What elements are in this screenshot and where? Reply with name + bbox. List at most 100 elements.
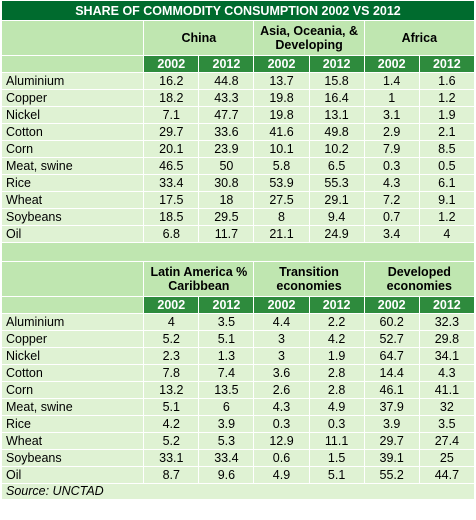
table-row: Meat, swine 46.5 50 5.8 6.5 0.3 0.5: [0, 157, 476, 175]
table-row: Wheat 5.2 5.3 12.9 11.1 29.7 27.4: [0, 432, 476, 450]
value-cell: 16.2: [143, 72, 200, 90]
region-header: Asia, Oceania, & Developing: [253, 20, 365, 56]
commodity-label: Aluminium: [0, 72, 145, 90]
value-cell: 1.9: [418, 106, 476, 124]
commodity-label: Soybeans: [0, 449, 145, 467]
value-cell: 32.3: [418, 313, 476, 331]
value-cell: 4: [418, 225, 476, 243]
table-row: Cotton 7.8 7.4 3.6 2.8 14.4 4.3: [0, 364, 476, 382]
value-cell: 7.2: [363, 191, 420, 209]
value-cell: 0.3: [308, 415, 365, 433]
value-cell: 13.5: [198, 381, 255, 399]
table-row: Soybeans 33.1 33.4 0.6 1.5 39.1 25: [0, 449, 476, 467]
commodity-label: Corn: [0, 140, 145, 158]
blank-cell: [0, 296, 145, 314]
year-header: 2002: [143, 296, 200, 314]
value-cell: 7.9: [363, 140, 420, 158]
value-cell: 23.9: [198, 140, 255, 158]
table-row: Nickel 7.1 47.7 19.8 13.1 3.1 1.9: [0, 106, 476, 124]
value-cell: 12.9: [253, 432, 310, 450]
value-cell: 20.1: [143, 140, 200, 158]
value-cell: 52.7: [363, 330, 420, 348]
value-cell: 11.1: [308, 432, 365, 450]
table-row: Rice 4.2 3.9 0.3 0.3 3.9 3.5: [0, 415, 476, 433]
value-cell: 1: [363, 89, 420, 107]
value-cell: 1.6: [418, 72, 476, 90]
value-cell: 11.7: [198, 225, 255, 243]
value-cell: 1.2: [418, 89, 476, 107]
year-header: 2002: [253, 55, 310, 73]
year-header-row: 2002 2012 2002 2012 2002 2012: [0, 55, 476, 73]
value-cell: 10.2: [308, 140, 365, 158]
value-cell: 41.6: [253, 123, 310, 141]
table-title: SHARE OF COMMODITY CONSUMPTION 2002 VS 2…: [1, 0, 475, 21]
value-cell: 6.5: [308, 157, 365, 175]
value-cell: 43.3: [198, 89, 255, 107]
year-header: 2012: [418, 296, 476, 314]
value-cell: 19.8: [253, 106, 310, 124]
value-cell: 4.2: [308, 330, 365, 348]
value-cell: 44.7: [418, 466, 476, 484]
value-cell: 2.9: [363, 123, 420, 141]
value-cell: 6.1: [418, 174, 476, 192]
spacer-cell: [1, 242, 475, 262]
commodity-label: Soybeans: [0, 208, 145, 226]
value-cell: 8: [253, 208, 310, 226]
commodity-table-container: SHARE OF COMMODITY CONSUMPTION 2002 VS 2…: [0, 0, 476, 500]
year-header: 2012: [418, 55, 476, 73]
commodity-label: Oil: [0, 466, 145, 484]
table-row: Corn 20.1 23.9 10.1 10.2 7.9 8.5: [0, 140, 476, 158]
table-row: Corn 13.2 13.5 2.6 2.8 46.1 41.1: [0, 381, 476, 399]
value-cell: 0.5: [418, 157, 476, 175]
year-header: 2012: [308, 296, 365, 314]
region-header: Africa: [363, 20, 476, 56]
value-cell: 6.8: [143, 225, 200, 243]
value-cell: 34.1: [418, 347, 476, 365]
commodity-label: Aluminium: [0, 313, 145, 331]
table-row: Rice 33.4 30.8 53.9 55.3 4.3 6.1: [0, 174, 476, 192]
value-cell: 3.9: [363, 415, 420, 433]
year-header: 2002: [253, 296, 310, 314]
source-note: Source: UNCTAD: [1, 483, 475, 500]
value-cell: 13.2: [143, 381, 200, 399]
value-cell: 64.7: [363, 347, 420, 365]
value-cell: 17.5: [143, 191, 200, 209]
source-row: Source: UNCTAD: [1, 483, 475, 500]
value-cell: 39.1: [363, 449, 420, 467]
value-cell: 15.8: [308, 72, 365, 90]
value-cell: 0.6: [253, 449, 310, 467]
year-header-row: 2002 2012 2002 2012 2002 2012: [0, 296, 476, 314]
table-row: Copper 18.2 43.3 19.8 16.4 1 1.2: [0, 89, 476, 107]
value-cell: 29.7: [143, 123, 200, 141]
value-cell: 49.8: [308, 123, 365, 141]
value-cell: 3: [253, 330, 310, 348]
commodity-label: Meat, swine: [0, 398, 145, 416]
commodity-label: Cotton: [0, 364, 145, 382]
value-cell: 3.1: [363, 106, 420, 124]
value-cell: 46.1: [363, 381, 420, 399]
commodity-label: Cotton: [0, 123, 145, 141]
value-cell: 1.3: [198, 347, 255, 365]
value-cell: 2.8: [308, 381, 365, 399]
value-cell: 4.3: [363, 174, 420, 192]
value-cell: 29.1: [308, 191, 365, 209]
value-cell: 5.3: [198, 432, 255, 450]
table-row: Wheat 17.5 18 27.5 29.1 7.2 9.1: [0, 191, 476, 209]
value-cell: 1.2: [418, 208, 476, 226]
table-row: Aluminium 4 3.5 4.4 2.2 60.2 32.3: [0, 313, 476, 331]
commodity-label: Meat, swine: [0, 157, 145, 175]
value-cell: 7.8: [143, 364, 200, 382]
value-cell: 32: [418, 398, 476, 416]
group-header-row: Latin America % Caribbean Transition econ…: [0, 261, 476, 297]
value-cell: 18.5: [143, 208, 200, 226]
value-cell: 53.9: [253, 174, 310, 192]
value-cell: 4.9: [253, 466, 310, 484]
value-cell: 5.1: [143, 398, 200, 416]
value-cell: 27.4: [418, 432, 476, 450]
value-cell: 33.6: [198, 123, 255, 141]
region-header: Developed economies: [363, 261, 476, 297]
value-cell: 10.1: [253, 140, 310, 158]
commodity-label: Rice: [0, 415, 145, 433]
value-cell: 4.3: [418, 364, 476, 382]
value-cell: 3.6: [253, 364, 310, 382]
